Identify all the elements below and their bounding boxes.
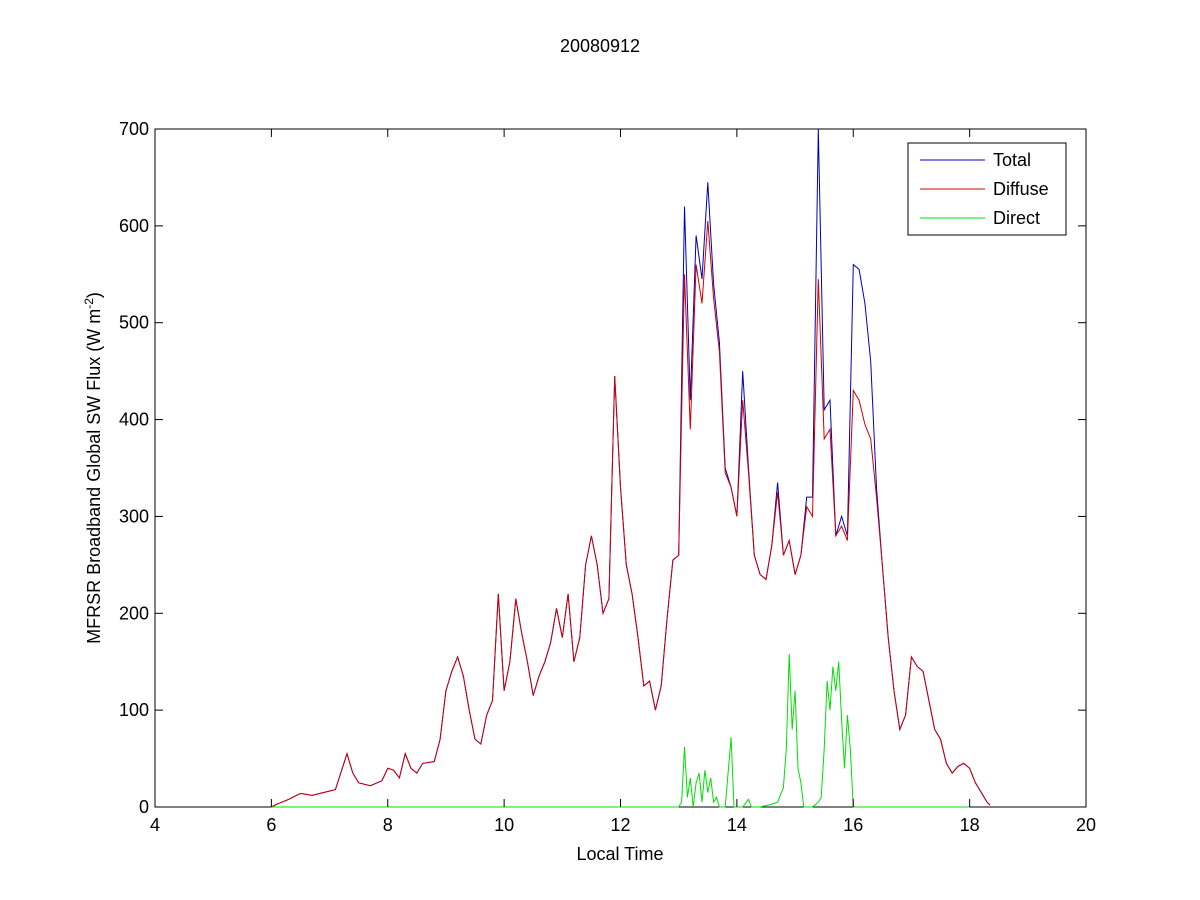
series-layer — [271, 128, 991, 808]
y-tick-label: 200 — [119, 603, 149, 623]
series-line-diffuse — [271, 220, 991, 808]
x-tick-label: 10 — [494, 815, 514, 835]
y-axis-label-superscript: -2 — [82, 298, 96, 309]
y-tick-label: 300 — [119, 506, 149, 526]
y-tick-label: 700 — [119, 119, 149, 139]
x-axis-ticks: 4 6 8 10 12 14 16 18 20 — [150, 129, 1096, 835]
legend-label-direct: Direct — [993, 208, 1040, 228]
y-axis-ticks: 0 100 200 300 400 500 600 700 — [119, 119, 1086, 817]
legend-label-diffuse: Diffuse — [993, 179, 1049, 199]
x-tick-label: 6 — [266, 815, 276, 835]
x-tick-label: 20 — [1076, 815, 1096, 835]
y-tick-label: 100 — [119, 700, 149, 720]
axes-box — [154, 128, 1087, 808]
x-axis-label: Local Time — [576, 844, 663, 864]
y-tick-label: 600 — [119, 216, 149, 236]
x-tick-label: 12 — [610, 815, 630, 835]
y-tick-label: 0 — [139, 797, 149, 817]
x-tick-label: 18 — [960, 815, 980, 835]
chart-title: 20080912 — [560, 36, 640, 56]
x-tick-label: 14 — [727, 815, 747, 835]
y-tick-label: 400 — [119, 410, 149, 430]
x-tick-label: 16 — [843, 815, 863, 835]
plot-area: 4 6 8 10 12 14 16 18 20 0 100 200 300 400 500 600 700 — [119, 119, 1096, 835]
y-tick-label: 500 — [119, 313, 149, 333]
legend-label-total: Total — [993, 150, 1031, 170]
legend-items: Total Diffuse Direct — [920, 150, 1049, 228]
y-axis-label: MFRSR Broadband Global SW Flux (W m-2) — [82, 292, 104, 644]
x-tick-label: 4 — [150, 815, 160, 835]
y-axis-label-main: MFRSR Broadband Global SW Flux (W m — [84, 309, 104, 644]
legend: Total Diffuse Direct — [907, 142, 1067, 236]
series-line-direct — [271, 653, 970, 808]
y-axis-label-close: ) — [84, 292, 104, 298]
x-tick-label: 8 — [383, 815, 393, 835]
